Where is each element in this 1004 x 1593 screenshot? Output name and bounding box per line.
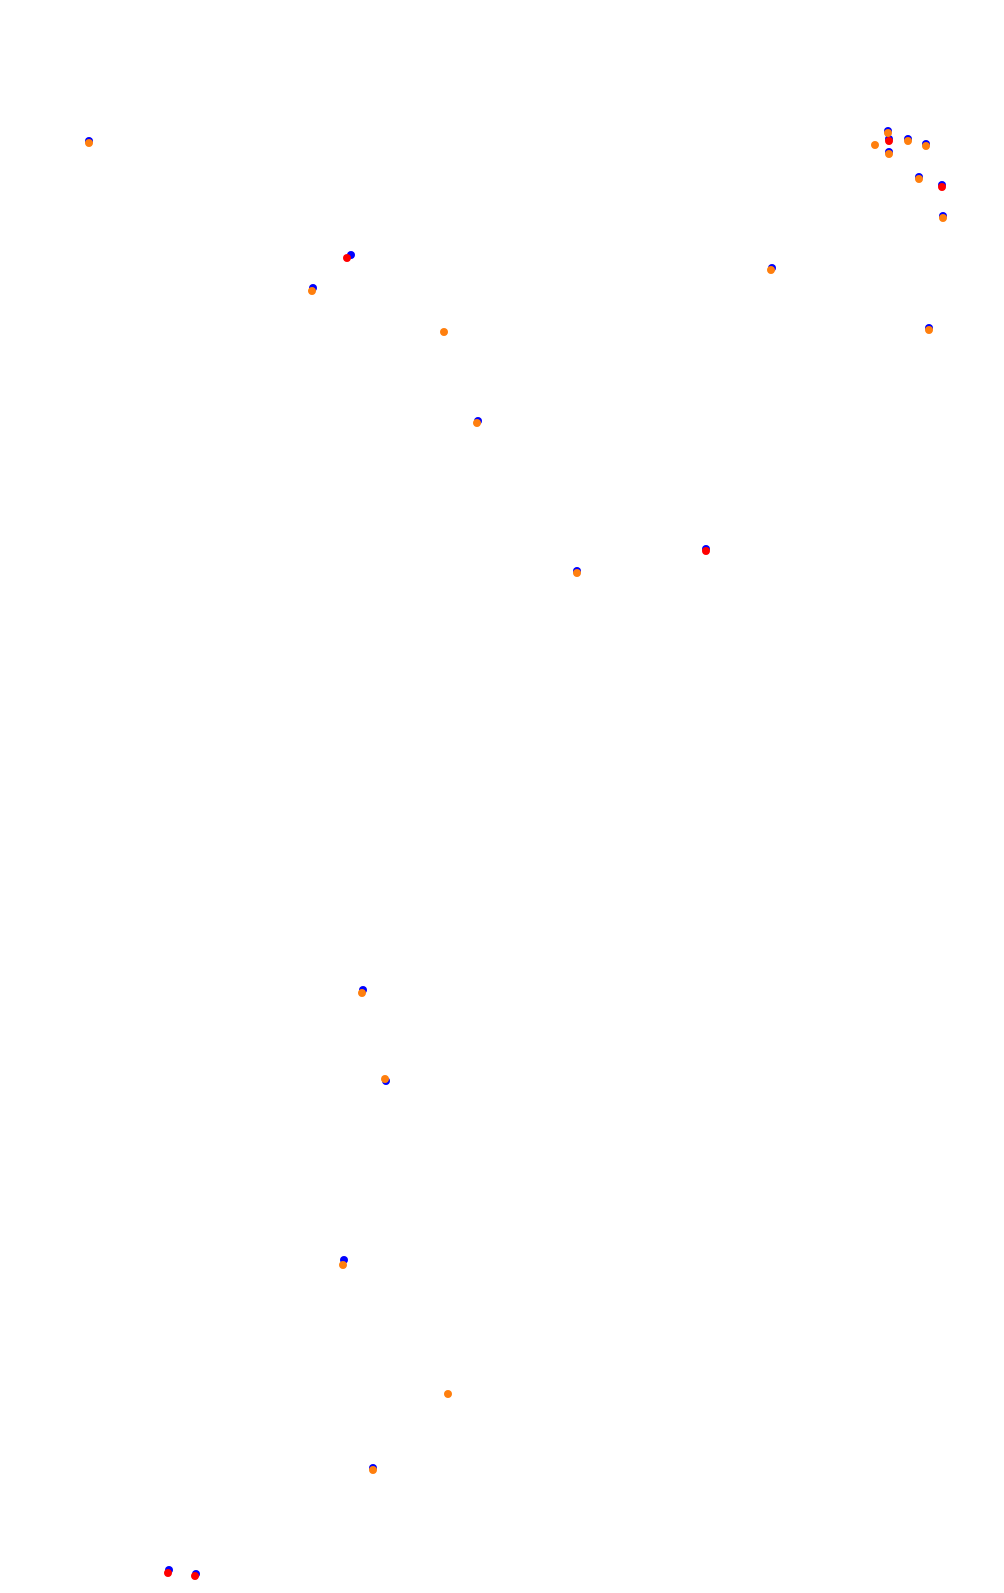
data-point bbox=[767, 266, 775, 274]
data-point bbox=[473, 419, 481, 427]
data-point bbox=[922, 142, 930, 150]
data-point bbox=[164, 1569, 172, 1577]
data-point bbox=[381, 1075, 389, 1083]
data-point bbox=[573, 569, 581, 577]
data-point bbox=[308, 287, 316, 295]
data-point bbox=[702, 547, 710, 555]
data-point bbox=[884, 129, 892, 137]
data-point bbox=[440, 328, 448, 336]
data-point bbox=[369, 1466, 377, 1474]
data-point bbox=[444, 1390, 452, 1398]
data-point bbox=[343, 254, 351, 262]
data-point bbox=[939, 214, 947, 222]
data-point bbox=[191, 1572, 199, 1580]
data-point bbox=[915, 175, 923, 183]
data-point bbox=[885, 150, 893, 158]
data-point bbox=[938, 183, 946, 191]
series-0 bbox=[85, 127, 947, 1578]
data-point bbox=[339, 1261, 347, 1269]
data-point bbox=[871, 141, 879, 149]
data-point bbox=[904, 137, 912, 145]
data-point bbox=[85, 139, 93, 147]
data-point bbox=[885, 137, 893, 145]
series-1 bbox=[164, 137, 946, 1580]
series-2 bbox=[85, 129, 947, 1474]
data-point bbox=[358, 989, 366, 997]
data-point bbox=[925, 326, 933, 334]
